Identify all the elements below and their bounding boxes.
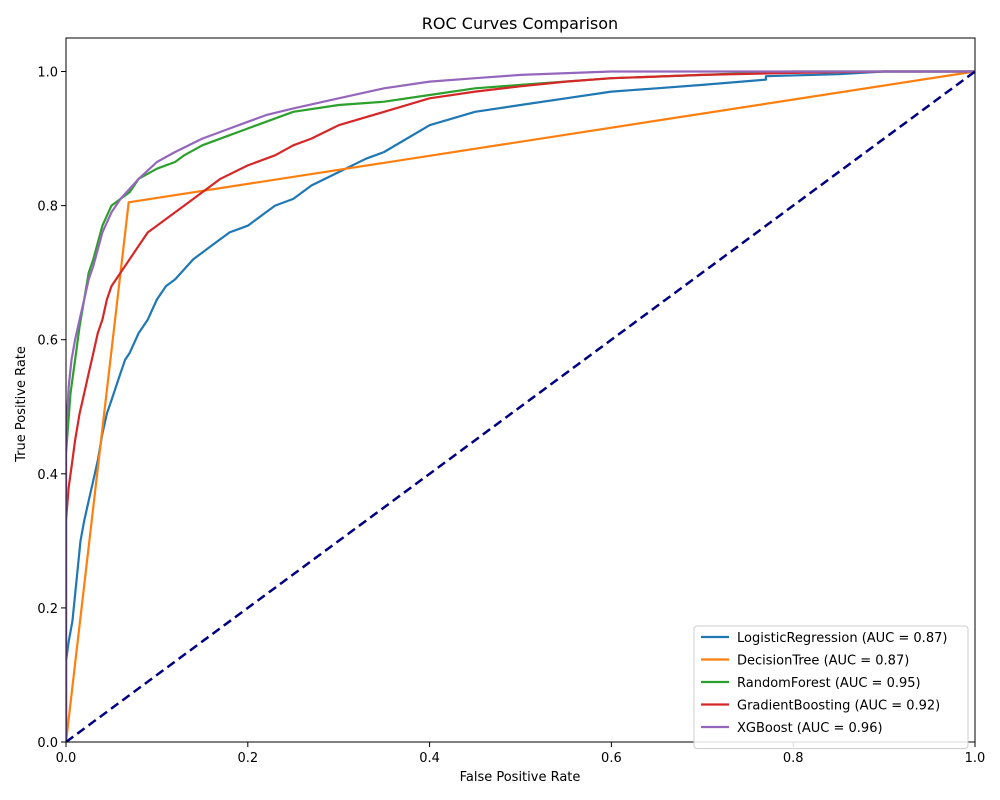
legend-label: DecisionTree (AUC = 0.87) <box>737 654 909 669</box>
y-tick-label: 0.6 <box>37 334 58 349</box>
y-tick-label: 0.4 <box>37 468 58 483</box>
legend-label: GradientBoosting (AUC = 0.92) <box>737 699 940 714</box>
legend-label: RandomForest (AUC = 0.95) <box>737 676 921 691</box>
x-tick-label: 0.8 <box>783 751 804 766</box>
x-tick-label: 0.4 <box>419 751 440 766</box>
y-axis: 0.0 0.2 0.4 0.6 0.8 1.0 <box>37 66 66 751</box>
x-tick-label: 0.0 <box>56 751 77 766</box>
x-tick-label: 0.2 <box>237 751 258 766</box>
series-line-1 <box>66 70 975 742</box>
x-tick-label: 0.6 <box>601 751 622 766</box>
x-axis: 0.0 0.2 0.4 0.6 0.8 1.0 <box>56 742 986 766</box>
plot-area <box>66 70 975 742</box>
chart-title: ROC Curves Comparison <box>422 14 618 33</box>
legend-label: LogisticRegression (AUC = 0.87) <box>737 631 947 646</box>
y-axis-label: True Positive Rate <box>14 346 29 463</box>
series-line-0 <box>66 70 975 742</box>
y-tick-label: 0.2 <box>37 602 58 617</box>
y-tick-label: 0.8 <box>37 200 58 215</box>
series-line-3 <box>66 70 975 742</box>
plot-frame <box>65 37 976 743</box>
y-tick-label: 1.0 <box>37 66 58 81</box>
chance-line <box>66 70 975 742</box>
x-axis-label: False Positive Rate <box>460 770 581 785</box>
series-line-4 <box>66 70 975 742</box>
y-tick-label: 0.0 <box>37 736 58 751</box>
legend-box <box>693 625 969 749</box>
x-tick-label: 1.0 <box>965 751 986 766</box>
legend-label: XGBoost (AUC = 0.96) <box>737 721 883 736</box>
legend: LogisticRegression (AUC = 0.87) DecisionT… <box>693 625 969 749</box>
